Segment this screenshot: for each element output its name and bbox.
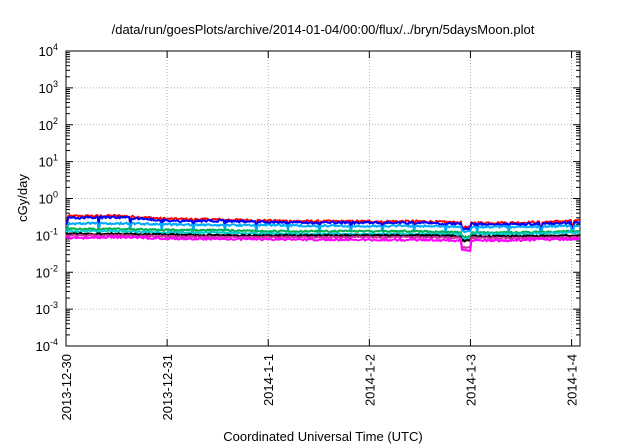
y-tick-label: 10-1	[36, 226, 58, 243]
series-line	[65, 229, 581, 241]
x-tick-label: 2014-1-3	[463, 354, 478, 406]
y-tick-label: 10-2	[36, 263, 58, 280]
y-tick-label: 10-4	[36, 337, 58, 354]
y-tick-label: 100	[39, 190, 58, 207]
grid	[66, 51, 580, 346]
series-line	[65, 215, 581, 232]
series-line	[65, 233, 581, 250]
chart-title: /data/run/goesPlots/archive/2014-01-04/0…	[112, 22, 535, 37]
x-tick-label: 2013-12-31	[160, 354, 175, 421]
x-tick-label: 2014-1-1	[261, 354, 276, 406]
series-line	[65, 221, 581, 234]
y-tick-label: 10-3	[36, 300, 58, 317]
y-axis: 10-4 10-3 10-2 10-1 100 101 102 103 104	[36, 42, 580, 354]
plot-frame	[65, 50, 581, 347]
x-axis-label: Coordinated Universal Time (UTC)	[223, 429, 422, 444]
x-tick-label: 2013-12-30	[59, 354, 74, 421]
x-axis: 2013-12-30 2013-12-31 2014-1-1 2014-1-2 2014…	[59, 51, 580, 421]
x-tick-label: 2014-1-4	[565, 354, 580, 406]
x-tick-label: 2014-1-2	[362, 354, 377, 406]
y-tick-label: 101	[39, 153, 58, 170]
y-tick-label: 102	[39, 116, 58, 133]
y-axis-label: cGy/day	[15, 174, 30, 222]
series-group	[65, 213, 581, 253]
series-line	[65, 235, 581, 253]
y-tick-label: 104	[39, 42, 58, 59]
y-tick-label: 103	[39, 79, 58, 96]
